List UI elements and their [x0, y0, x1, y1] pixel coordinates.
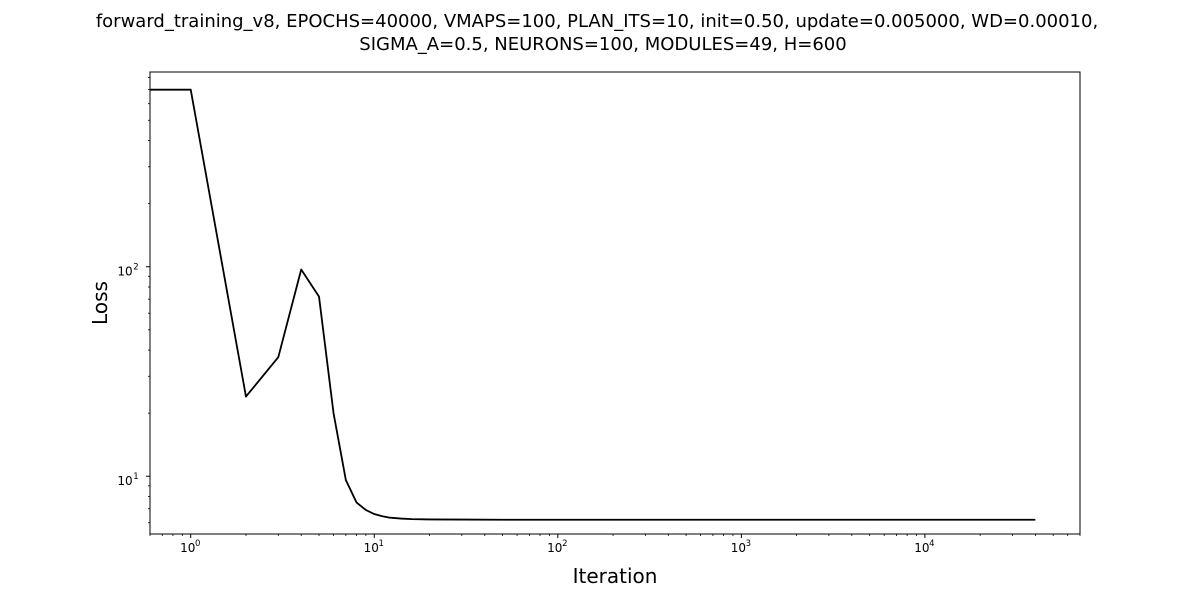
- y-tick-exponent: 2: [133, 263, 138, 273]
- chart-subtitle: SIGMA_A=0.5, NEURONS=100, MODULES=49, H=…: [359, 34, 846, 55]
- series-layer: [150, 88, 1036, 521]
- x-tick-exponent: 3: [746, 539, 751, 549]
- x-tick-label: 10: [547, 541, 562, 555]
- plot-frame: [149, 71, 1081, 535]
- x-tick-exponent: 1: [379, 539, 384, 549]
- plot-background: [150, 72, 1080, 534]
- x-tick-exponent: 2: [562, 539, 567, 549]
- y-tick-label: 10: [117, 265, 132, 279]
- y-tick-exponent: 1: [133, 472, 138, 482]
- x-tick-label: 10: [731, 541, 746, 555]
- y-tick-label: 10: [117, 474, 132, 488]
- axis-ticks: 10 0 10 1 10 2 10 3 10 410 110 2: [117, 77, 1081, 555]
- chart-title: forward_training_v8, EPOCHS=40000, VMAPS…: [96, 11, 1098, 32]
- x-tick-label: 10: [914, 541, 929, 555]
- x-tick-label: 10: [180, 541, 195, 555]
- x-axis-label: Iteration: [573, 564, 658, 588]
- loss-line: [150, 88, 1036, 521]
- x-tick-label: 10: [364, 541, 379, 555]
- plot-area: 10 0 10 1 10 2 10 3 10 410 110 2: [117, 71, 1081, 555]
- x-tick-exponent: 4: [929, 539, 934, 549]
- x-tick-exponent: 0: [195, 539, 200, 549]
- y-axis-label: Loss: [88, 281, 112, 325]
